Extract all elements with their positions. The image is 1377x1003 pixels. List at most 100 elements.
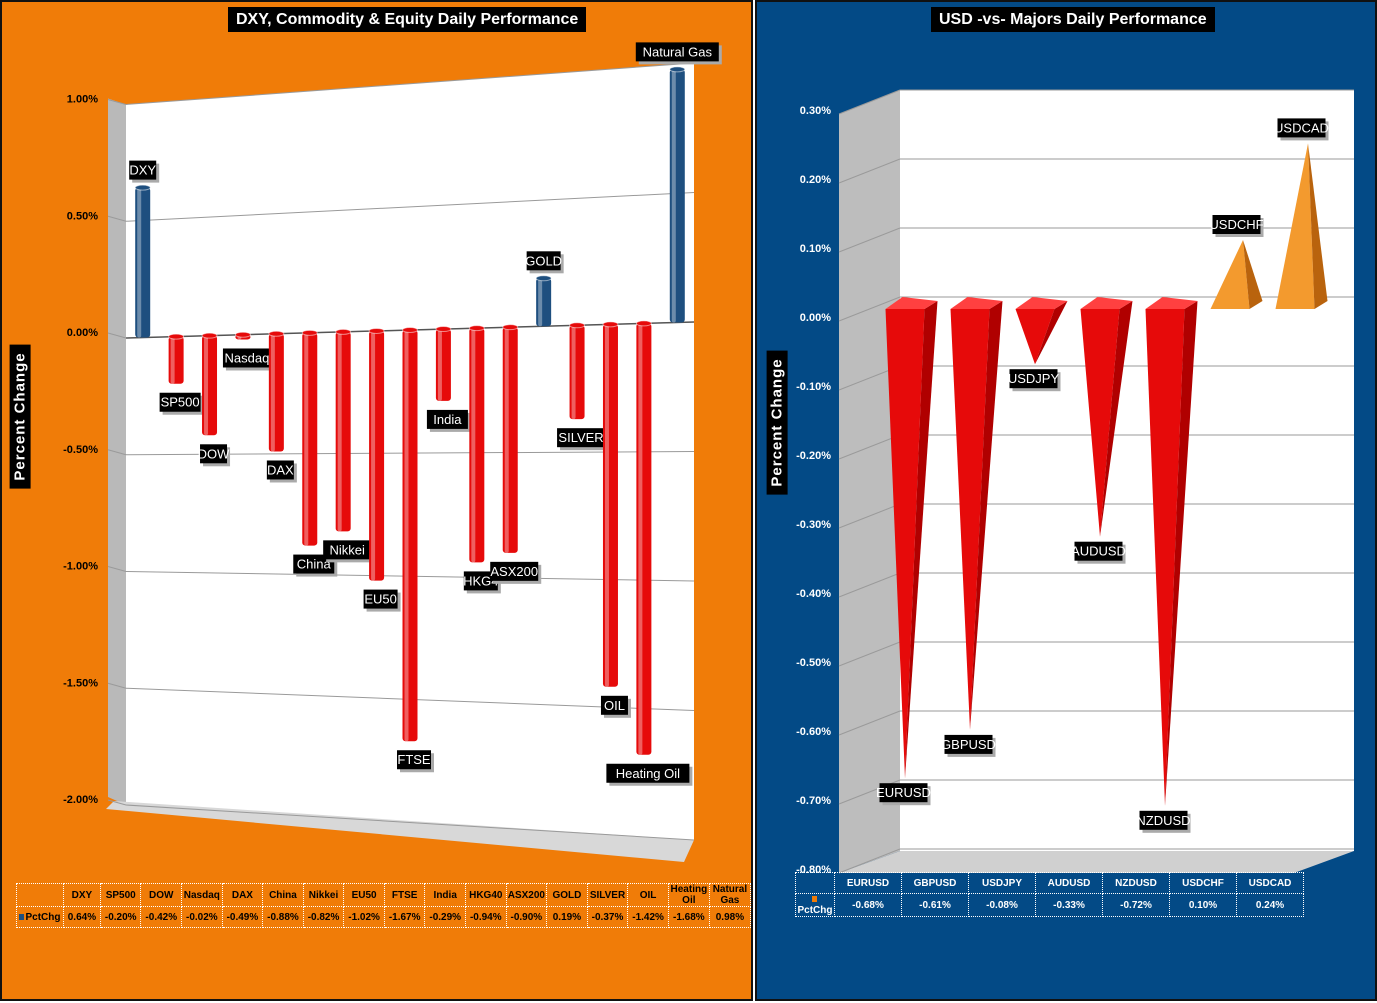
pyramid-base bbox=[1080, 297, 1133, 309]
table-header-silver: SILVER bbox=[586, 883, 629, 907]
bar-highlight bbox=[571, 325, 576, 420]
bar-highlight bbox=[671, 69, 676, 323]
label-box bbox=[129, 160, 157, 180]
table-value-dax: -0.49% bbox=[221, 906, 264, 928]
table-header-usdchf: USDCHF bbox=[1169, 872, 1237, 894]
table-value-asx200: -0.90% bbox=[505, 906, 548, 928]
bar-india bbox=[435, 326, 452, 401]
bar-cap bbox=[234, 331, 251, 338]
bar-hkg40 bbox=[468, 325, 485, 563]
y-tick-label: -0.50% bbox=[63, 444, 98, 456]
bar-body bbox=[135, 187, 151, 338]
side-wall bbox=[839, 90, 900, 873]
left-series-name: PctChg bbox=[16, 906, 64, 928]
data-label-nzdusd: NZDUSD bbox=[1136, 810, 1191, 833]
gridline-wall bbox=[838, 572, 901, 598]
pyramid-face bbox=[1145, 309, 1185, 806]
right-pyramid-chart: 0.30% 0.20% 0.10% 0.00% -0.10% -0.20% -0.30% -0… bbox=[796, 89, 1354, 876]
table-value-india: -0.29% bbox=[424, 906, 466, 928]
bar-natural-gas bbox=[669, 66, 686, 323]
table-header-gold: GOLD bbox=[546, 883, 588, 907]
bar-body bbox=[636, 323, 652, 755]
table-header-ftse: FTSE bbox=[383, 883, 426, 907]
gridline-wall bbox=[107, 99, 127, 105]
table-header-dow: DOW bbox=[140, 883, 183, 907]
bar-highlight bbox=[604, 324, 609, 687]
label-box bbox=[323, 540, 372, 560]
y-tick-label: -0.50% bbox=[796, 657, 831, 669]
pyramid-eurusd bbox=[885, 297, 938, 779]
data-label-sp500: SP500 bbox=[159, 392, 204, 415]
left-table-value-row: PctChg 0.64% -0.20% -0.42% -0.02% -0.49% -0.8… bbox=[16, 906, 752, 928]
bar-cap bbox=[669, 66, 686, 73]
label-text: DAX bbox=[267, 462, 294, 477]
bar-body bbox=[335, 331, 351, 532]
label-text: NZDUSD bbox=[1136, 813, 1190, 828]
y-tick-label: 0.00% bbox=[67, 327, 98, 339]
left-data-table: DXY SP500 DOW Nasdaq DAX China Nikkei EU50 FTSE I… bbox=[16, 883, 752, 928]
gridline-wall bbox=[838, 89, 901, 115]
table-header-usdjpy: USDJPY bbox=[968, 872, 1036, 894]
pyramid-side bbox=[905, 301, 938, 779]
y-tick-label: -2.00% bbox=[63, 794, 98, 806]
label-box bbox=[1277, 118, 1326, 138]
table-header-oil: OIL bbox=[627, 883, 669, 907]
bar-eu50 bbox=[368, 327, 385, 581]
label-text: ASX200 bbox=[490, 564, 538, 579]
label-box bbox=[490, 561, 539, 581]
bar-cap bbox=[535, 275, 552, 282]
y-tick-label: 1.00% bbox=[67, 94, 98, 106]
pyramid-face bbox=[950, 309, 990, 730]
bar-highlight bbox=[170, 336, 175, 384]
label-box bbox=[426, 409, 468, 429]
bar-body bbox=[469, 328, 485, 563]
table-value-dxy: 0.64% bbox=[62, 906, 101, 928]
bar-cap bbox=[368, 327, 385, 334]
data-label-usdchf: USDCHF bbox=[1209, 215, 1264, 237]
pyramid-side bbox=[1100, 301, 1133, 537]
gridline bbox=[125, 192, 695, 222]
bar-cap bbox=[301, 329, 318, 336]
table-header-eurusd: EURUSD bbox=[834, 872, 902, 894]
bar-gold bbox=[535, 275, 552, 327]
bar-highlight bbox=[538, 278, 543, 327]
gridline-wall bbox=[838, 710, 901, 736]
y-tick-label: 0.30% bbox=[800, 105, 831, 117]
bar-body bbox=[536, 278, 552, 327]
label-box bbox=[606, 763, 690, 783]
bar-cap bbox=[468, 325, 485, 332]
bar-highlight bbox=[204, 335, 209, 436]
table-header-heating-oil: Heating Oil bbox=[667, 883, 710, 907]
data-label-eu50: EU50 bbox=[363, 589, 401, 612]
table-value-usdjpy: -0.08% bbox=[968, 893, 1036, 917]
pyramid-base bbox=[1145, 297, 1198, 309]
label-text: Nikkei bbox=[329, 542, 365, 557]
table-header-nzdusd: NZDUSD bbox=[1102, 872, 1170, 894]
data-label-nikkei: Nikkei bbox=[323, 540, 375, 563]
label-box bbox=[397, 750, 431, 770]
pyramid-side bbox=[970, 301, 1003, 730]
data-label-heating-oil: Heating Oil bbox=[606, 763, 693, 786]
label-text: GOLD bbox=[525, 253, 562, 268]
bar-body bbox=[435, 329, 451, 401]
bar-body bbox=[369, 330, 385, 581]
bar-heating-oil bbox=[635, 320, 652, 755]
table-header-usdcad: USDCAD bbox=[1236, 872, 1304, 894]
table-header-hkg40: HKG40 bbox=[465, 883, 507, 907]
pyramid-audusd bbox=[1080, 297, 1133, 537]
label-text: Natural Gas bbox=[643, 44, 713, 59]
y-tick-label: -0.30% bbox=[796, 519, 831, 531]
data-label-nasdaq: Nasdaq bbox=[222, 348, 274, 371]
label-text: USDCHF bbox=[1209, 217, 1263, 232]
gridline-wall bbox=[107, 215, 127, 222]
table-header-nikkei: Nikkei bbox=[302, 883, 345, 907]
label-box bbox=[944, 734, 993, 754]
pyramid-face bbox=[1015, 309, 1055, 365]
y-tick-label: -0.70% bbox=[796, 795, 831, 807]
bar-dow bbox=[201, 332, 218, 436]
label-box bbox=[879, 783, 928, 803]
label-text: DOW bbox=[198, 446, 231, 461]
table-value-audusd: -0.33% bbox=[1035, 893, 1103, 917]
bar-cap bbox=[402, 327, 418, 333]
label-text: OIL bbox=[604, 698, 625, 713]
